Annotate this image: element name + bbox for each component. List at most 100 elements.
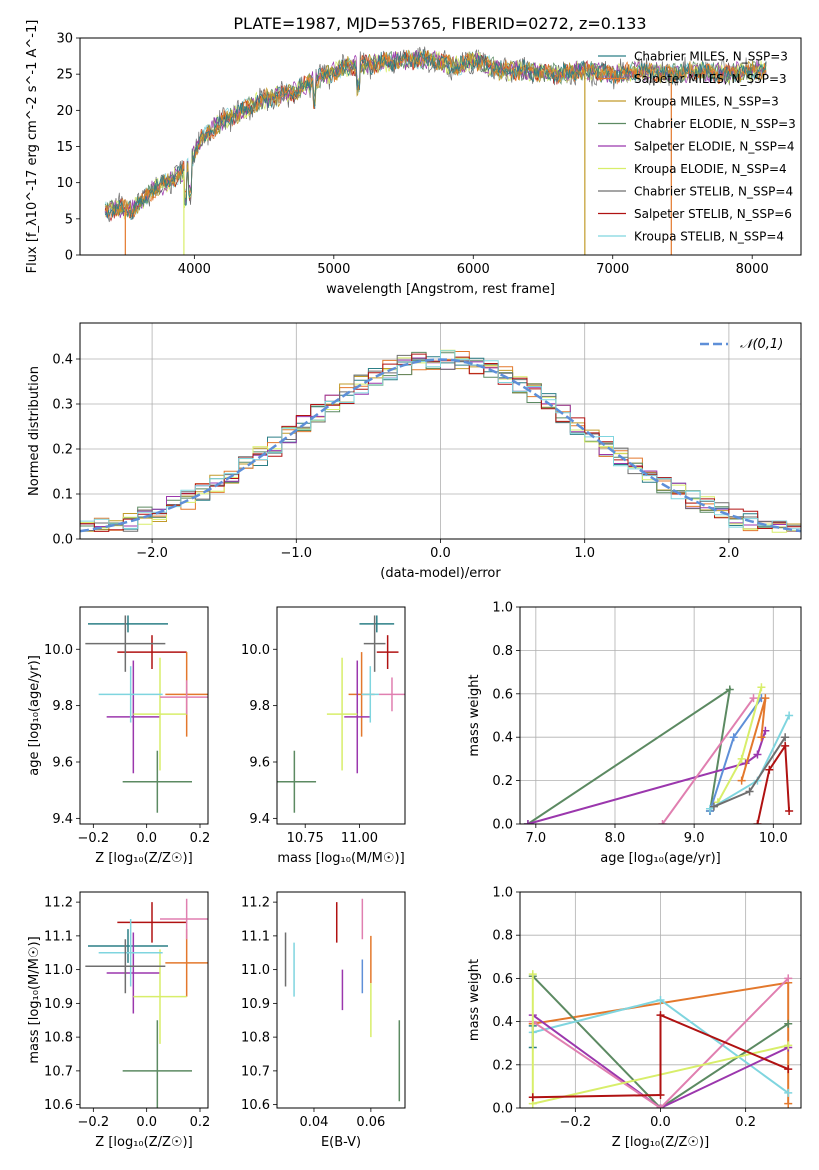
- y-tick-label: 9.6: [249, 756, 270, 771]
- axes-frame: [79, 891, 209, 1109]
- mass-weight-series: [532, 1013, 789, 1099]
- x-tick-label: −1.0: [281, 546, 313, 561]
- axes-frame: [519, 606, 802, 825]
- legend-entry: 𝒩(0,1): [740, 337, 783, 352]
- errorbar-point: [160, 680, 208, 715]
- errorbar-point: [326, 657, 358, 771]
- y-tick-label: 1.0: [492, 601, 513, 616]
- x-tick-label: 4000: [178, 262, 211, 277]
- errorbar-point: [277, 750, 317, 813]
- mass-weight-series: [527, 730, 767, 824]
- point-marker: [729, 733, 738, 742]
- axes-frame: [276, 891, 406, 1109]
- y-tick-label: 10.0: [44, 643, 73, 658]
- spectrum-model-line: [104, 49, 767, 221]
- y-tick-label: 0.2: [492, 1058, 513, 1073]
- point-marker: [737, 754, 746, 763]
- point-marker: [761, 694, 770, 703]
- x-tick-label: 9.0: [684, 831, 705, 846]
- legend-entry: Salpeter STELIB, N_SSP=6: [634, 207, 792, 221]
- point-marker: [785, 711, 794, 720]
- y-axis-label: mass [log₁₀(M/M☉)]: [27, 936, 42, 1063]
- errorbar-point: [344, 660, 371, 774]
- y-tick-label: 10.9: [241, 997, 270, 1012]
- spectrum-panel: 4000 5000 6000 7000 8000 0 5 10 15 20 25 30 waveleng…: [25, 20, 802, 297]
- point-marker: [656, 996, 665, 1004]
- point-marker: [765, 765, 774, 774]
- spectrum-model-line: [105, 50, 767, 219]
- y-tick-label: 5: [65, 212, 73, 227]
- x-tick-label: 8.0: [605, 831, 626, 846]
- y-axis-label: mass weight: [467, 959, 482, 1041]
- y-axis-label: Flux [f_λ10^-17 erg cm^-2 s^-1 A^-1]: [25, 20, 40, 274]
- errorbar-point: [117, 902, 187, 943]
- y-tick-label: 25: [56, 68, 73, 83]
- y-axis-label: Normed distribution: [27, 366, 42, 496]
- residual-histogram-panel: −2.0 −1.0 0.0 1.0 2.0 0.0 0.1 0.2 0.3 0.4 (data-mo…: [27, 322, 802, 581]
- x-tick-label: 0.2: [735, 1115, 756, 1130]
- plot-area: [104, 46, 767, 255]
- y-tick-label: 0.8: [492, 644, 513, 659]
- y-tick-label: 0.3: [52, 398, 73, 413]
- age-vs-mass-panel: 10.75 11.00 9.4 9.6 9.8 10.0 mass [log₁₀(M/M☉)…: [241, 606, 406, 866]
- y-tick-label: 10.8: [44, 1031, 73, 1046]
- point-marker: [745, 787, 754, 796]
- x-axis-label: (data-model)/error: [380, 566, 501, 581]
- point-marker: [528, 970, 537, 979]
- legend-entry: Chabrier STELIB, N_SSP=4: [634, 185, 793, 199]
- x-axis-label: mass [log₁₀(M/M☉)]: [277, 851, 404, 866]
- errorbar-point: [376, 635, 399, 669]
- y-tick-label: 10.6: [44, 1098, 73, 1113]
- x-tick-label: 8000: [736, 262, 769, 277]
- x-tick-label: −0.2: [78, 1115, 110, 1130]
- mass-weight-series: [756, 742, 791, 824]
- x-tick-label: −2.0: [136, 546, 168, 561]
- point-marker: [753, 820, 762, 824]
- x-tick-label: 0.04: [300, 1115, 329, 1130]
- y-tick-label: 0.0: [52, 533, 73, 548]
- legend-entry: Kroupa MILES, N_SSP=3: [634, 95, 779, 109]
- point-marker: [785, 806, 794, 815]
- plot-area: [85, 615, 208, 813]
- y-tick-label: 10.7: [241, 1064, 270, 1079]
- point-marker: [749, 694, 758, 703]
- y-tick-label: 11.0: [44, 963, 73, 978]
- y-axis-label: mass weight: [467, 674, 482, 756]
- age-vs-metallicity-panel: −0.2 0.0 0.2 9.4 9.6 9.8 10.0 Z [log₁₀(Z/Z☉)] ag…: [27, 606, 210, 866]
- y-tick-label: 10.7: [44, 1064, 73, 1079]
- y-tick-label: 0.4: [492, 1015, 513, 1030]
- errorbar-point: [378, 677, 405, 712]
- errorbar-point: [85, 615, 166, 672]
- point-marker: [523, 820, 532, 824]
- y-tick-label: 11.2: [44, 896, 73, 911]
- y-tick-label: 10.9: [44, 997, 73, 1012]
- y-tick-label: 0.6: [492, 687, 513, 702]
- point-marker: [781, 741, 790, 750]
- x-axis-label: wavelength [Angstrom, rest frame]: [326, 282, 555, 297]
- y-tick-label: 15: [56, 140, 73, 155]
- y-tick-label: 0.6: [492, 972, 513, 987]
- errorbar-point: [117, 635, 187, 669]
- normal-reference-curve: [80, 358, 801, 533]
- y-tick-label: 0.0: [492, 818, 513, 833]
- y-tick-label: 10.0: [241, 643, 270, 658]
- point-marker: [784, 1099, 793, 1108]
- legend-entry: Salpeter ELODIE, N_SSP=4: [634, 140, 795, 154]
- point-marker: [737, 776, 746, 785]
- y-tick-label: 1.0: [492, 886, 513, 901]
- axes-frame: [79, 322, 802, 540]
- y-tick-label: 0.1: [52, 488, 73, 503]
- spectrum-title: PLATE=1987, MJD=53765, FIBERID=0272, z=0…: [233, 14, 646, 33]
- y-tick-label: 0.2: [492, 774, 513, 789]
- errorbar-point: [88, 615, 168, 633]
- x-tick-label: 0.0: [650, 1115, 671, 1130]
- errorbar-point: [133, 657, 187, 771]
- point-marker: [781, 733, 790, 742]
- point-marker: [757, 683, 766, 692]
- x-tick-label: 7000: [596, 262, 629, 277]
- mass-weight-vs-metallicity-panel: −0.2 0.0 0.2 0.0 0.2 0.4 0.6 0.8 1.0 Z [log₁₀(Z/Z…: [467, 886, 802, 1150]
- point-marker: [757, 733, 766, 742]
- mass-weight-series: [532, 977, 789, 1108]
- mass-weight-vs-age-panel: 7.0 8.0 9.0 10.0 0.0 0.2 0.4 0.6 0.8 1.0 age [log₁…: [467, 601, 802, 866]
